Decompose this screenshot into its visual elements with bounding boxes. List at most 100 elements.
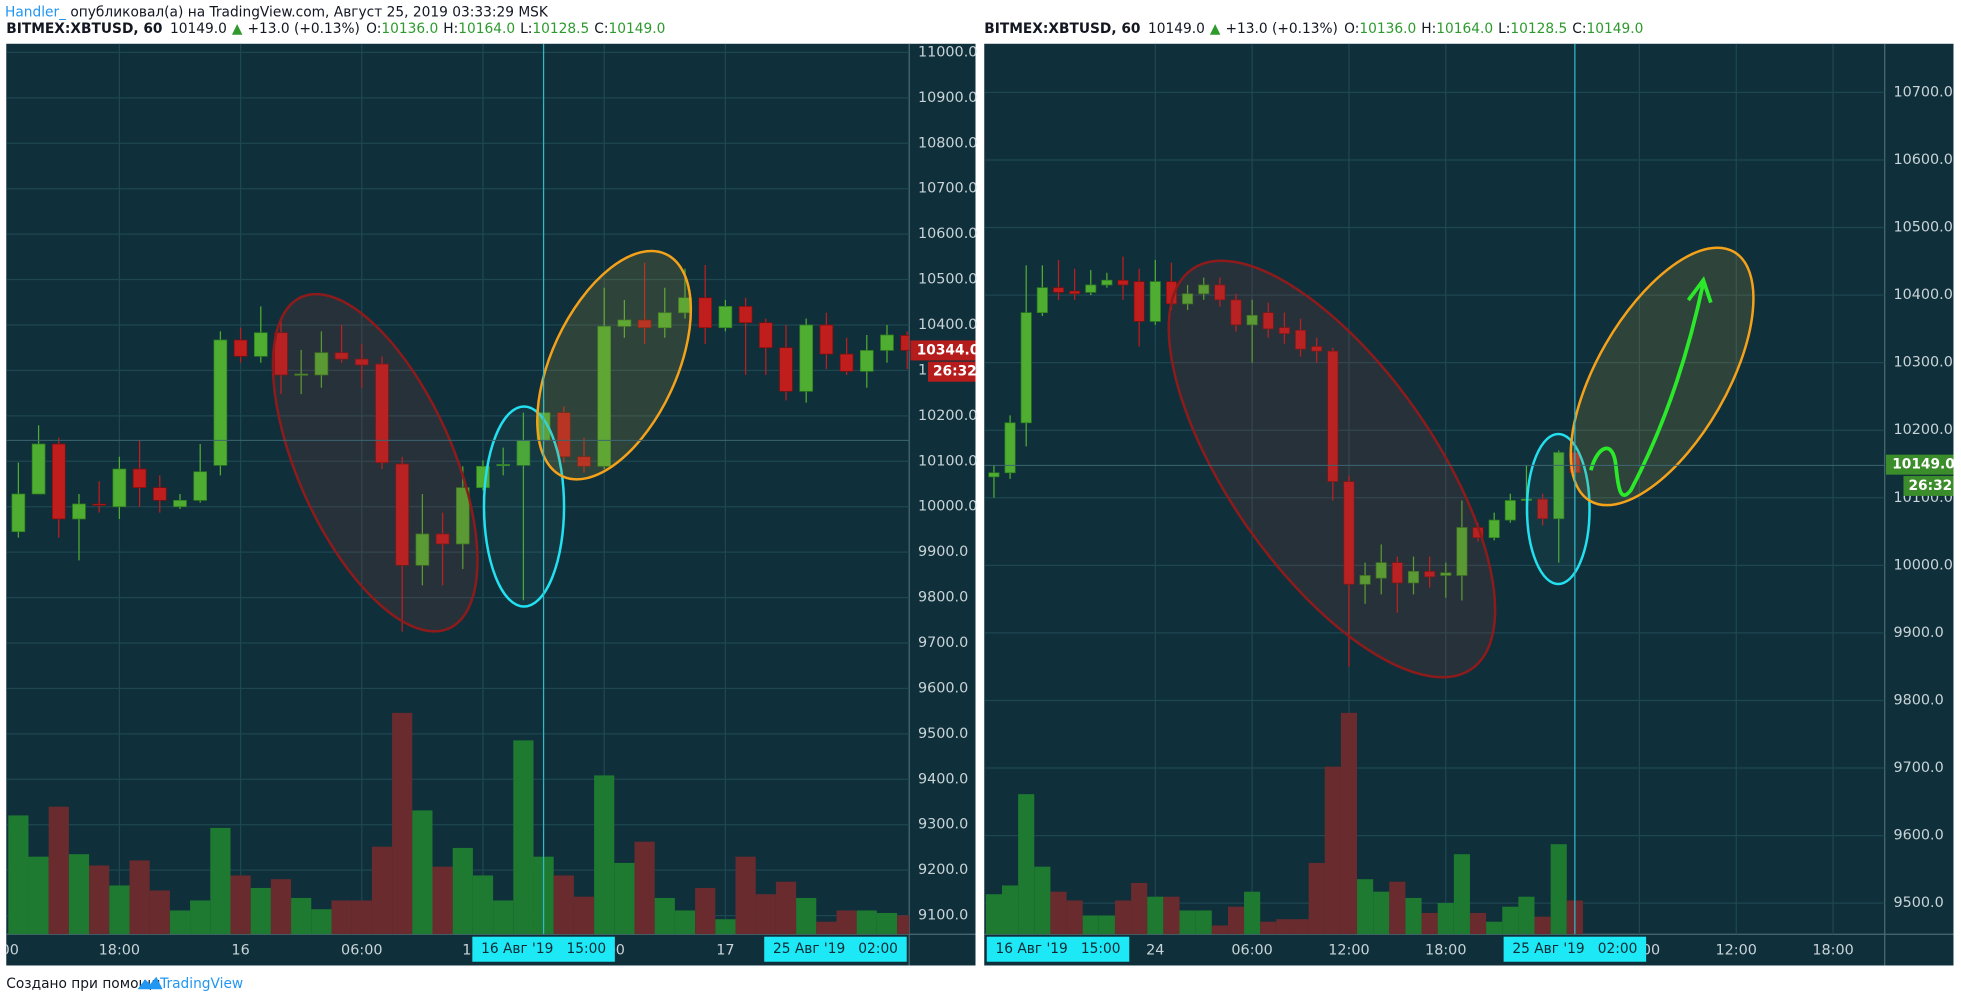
brand[interactable]: TradingView bbox=[159, 976, 243, 992]
y-tick-label: 9200.0 bbox=[918, 862, 968, 878]
time-label: 25 Авг '19 02:00 bbox=[1512, 941, 1637, 957]
candle-body bbox=[718, 305, 733, 329]
ohlc-value: 10136.0 bbox=[381, 21, 438, 37]
candle-body bbox=[496, 464, 511, 467]
ohlc-value: 10149.0 bbox=[1587, 21, 1644, 37]
chart-header: BITMEX:XBTUSD, 60 10149.0 ▲ +13.0 (+0.13%) O… bbox=[6, 21, 665, 37]
volume-bar bbox=[513, 740, 534, 935]
candle-body bbox=[1246, 314, 1258, 326]
volume-bar bbox=[230, 875, 251, 935]
y-tick-label: 10000.0 bbox=[1893, 557, 1952, 573]
candle-body bbox=[1101, 279, 1113, 286]
volume-bar bbox=[553, 875, 574, 935]
y-tick-label: 9900.0 bbox=[918, 544, 968, 560]
candle-body bbox=[617, 319, 632, 327]
candle-body bbox=[1230, 299, 1242, 326]
candle-body bbox=[1182, 293, 1194, 305]
chart-header: BITMEX:XBTUSD, 60 10149.0 ▲ +13.0 (+0.13%) O… bbox=[984, 21, 1643, 37]
volume-bar bbox=[985, 894, 1003, 935]
volume-bar bbox=[371, 846, 393, 935]
candle-body bbox=[173, 499, 187, 508]
candle-body bbox=[839, 353, 854, 372]
y-tick-label: 10600.0 bbox=[1893, 152, 1952, 168]
candle-body bbox=[1278, 327, 1290, 334]
drawings bbox=[1167, 246, 1755, 679]
y-tick-label: 10400.0 bbox=[1893, 287, 1952, 303]
x-tick-label: 17 bbox=[716, 942, 734, 958]
volume-bar bbox=[109, 885, 130, 935]
candle-body bbox=[1456, 527, 1468, 576]
header: Handler_ опубликовал(а) на TradingView.c… bbox=[5, 5, 549, 21]
candle-body bbox=[193, 471, 208, 501]
author: Handler_ bbox=[5, 5, 67, 21]
candle-body bbox=[577, 456, 591, 467]
candle-body bbox=[1036, 287, 1048, 314]
candle-body bbox=[1311, 346, 1323, 352]
candle-body bbox=[72, 503, 86, 520]
candle-body bbox=[92, 503, 107, 506]
volume-bar bbox=[573, 896, 595, 935]
volume-bar bbox=[472, 875, 494, 935]
candle-body bbox=[294, 373, 309, 376]
volume-bar bbox=[1114, 900, 1132, 935]
footer-text: Создано при помощи bbox=[6, 976, 160, 992]
candle-body bbox=[738, 305, 753, 324]
volume-bar bbox=[291, 897, 312, 935]
arrow-head bbox=[1686, 276, 1713, 304]
candle-body bbox=[132, 468, 147, 489]
volume-bar bbox=[614, 862, 635, 935]
volume-bar bbox=[1082, 915, 1099, 935]
ohlc-label: O: bbox=[366, 21, 381, 37]
volume-bar bbox=[654, 897, 675, 935]
volume-bar bbox=[68, 854, 90, 935]
candle-body bbox=[11, 493, 26, 533]
candle-body bbox=[1117, 279, 1129, 286]
candle-body bbox=[1537, 498, 1549, 520]
volume-bar bbox=[1034, 866, 1051, 935]
volume-bar bbox=[897, 915, 910, 935]
volume-bar bbox=[169, 910, 191, 935]
volume-bar bbox=[836, 910, 857, 935]
volume-bar bbox=[28, 856, 49, 935]
candle-body bbox=[415, 533, 430, 566]
orange-ellipse bbox=[536, 249, 693, 481]
ohlc-label: L: bbox=[1498, 21, 1510, 37]
candle-body bbox=[880, 334, 894, 351]
candle-body bbox=[1343, 481, 1355, 585]
logo bbox=[137, 976, 163, 990]
volume-bar bbox=[89, 865, 110, 935]
y-tick-label: 9700.0 bbox=[918, 635, 968, 651]
red-ellipse bbox=[271, 292, 479, 633]
time-label-box bbox=[1503, 936, 1647, 962]
y-tick-label: 9100.0 bbox=[918, 908, 968, 924]
last-price-label: 10149.0 bbox=[1892, 457, 1955, 473]
last-price-label: 10344.0 bbox=[917, 342, 980, 358]
candle-body bbox=[233, 339, 248, 357]
orange-ellipse bbox=[1569, 246, 1755, 507]
cyan-ellipse bbox=[1525, 432, 1591, 586]
candle-body bbox=[1020, 312, 1032, 424]
volume-bar bbox=[1292, 919, 1309, 935]
candle-body bbox=[1504, 500, 1516, 521]
y-tick-label: 10100.0 bbox=[918, 453, 977, 469]
volume-bar bbox=[755, 894, 776, 935]
ohlc-value: 10128.5 bbox=[532, 21, 589, 37]
y-tick-label: 10700.0 bbox=[1893, 84, 1952, 100]
change: +13.0 (+0.13%) bbox=[247, 21, 359, 37]
candle-body bbox=[1553, 452, 1565, 520]
price: 10149.0 bbox=[170, 21, 227, 37]
volume-bar bbox=[1534, 916, 1551, 935]
y-tick-label: 9300.0 bbox=[918, 817, 968, 833]
candle-body bbox=[253, 332, 268, 357]
y-tick-label: 9700.0 bbox=[1893, 760, 1943, 776]
volume-bar bbox=[1486, 921, 1503, 935]
candle-body bbox=[334, 352, 349, 360]
candle-body bbox=[597, 325, 612, 467]
volume-bar bbox=[351, 900, 372, 935]
candle-body bbox=[1004, 422, 1016, 474]
change: +13.0 (+0.13%) bbox=[1225, 21, 1337, 37]
candle-body bbox=[314, 352, 329, 376]
candle-body bbox=[51, 443, 66, 520]
ohlc-value: 10164.0 bbox=[1436, 21, 1493, 37]
